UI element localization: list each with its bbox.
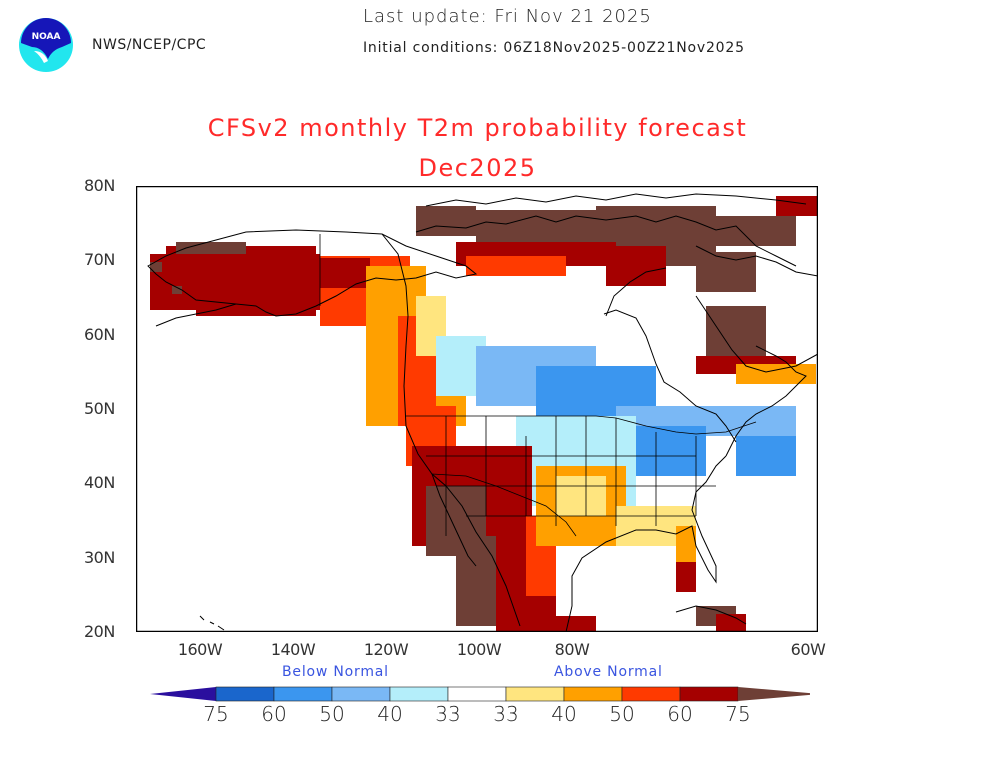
legend-below-normal-label: Below Normal <box>282 664 389 680</box>
shading-cell-above-60 <box>716 614 746 632</box>
shading-cell-above-75 <box>172 286 182 294</box>
coastline-cuba <box>675 605 747 625</box>
lon-label: 100W <box>456 640 502 659</box>
shading-cell-above-75 <box>150 262 162 272</box>
legend-arrow-above-75 <box>738 687 810 701</box>
probability-shading <box>150 196 818 632</box>
legend-swatch <box>505 686 565 702</box>
legend-swatch <box>389 686 449 702</box>
coastline-hudson-bay <box>603 309 737 443</box>
initial-conditions-text: Initial conditions: 06Z18Nov2025-00Z21No… <box>363 40 745 56</box>
legend-value-label: 33 <box>435 702 461 726</box>
legend-swatch <box>215 686 275 702</box>
coastline-greenland <box>695 245 818 277</box>
shading-cell-above-75 <box>696 252 756 292</box>
legend-value-label: 50 <box>609 702 635 726</box>
shading-cell-above-75 <box>706 306 766 356</box>
shading-cell-above-40 <box>676 526 696 566</box>
map-frame <box>136 186 818 632</box>
shading-cell-above-60 <box>776 196 818 216</box>
lon-label: 140W <box>270 640 316 659</box>
legend-value-label: 75 <box>203 702 229 726</box>
border-states-1 <box>445 416 697 536</box>
coastline-east-us <box>725 345 807 457</box>
shading-cell-below-50 <box>736 436 796 476</box>
coastline-hudson-bay-east <box>605 267 667 317</box>
noaa-logo: NOAA <box>18 17 74 73</box>
probability-map <box>136 186 818 632</box>
shading-cell-above-33 <box>556 476 606 516</box>
noaa-logo-icon: NOAA <box>19 18 73 72</box>
shading-cell-above-60 <box>556 616 596 632</box>
lat-label: 60N <box>84 325 115 344</box>
lat-label: 30N <box>84 548 115 567</box>
shading-cell-above-60 <box>606 246 666 286</box>
coastline-west-us <box>381 233 521 627</box>
legend-arrow-below-75 <box>150 687 216 701</box>
coastline-baja <box>431 473 477 567</box>
border-us-canada <box>406 415 757 435</box>
last-update-text: Last update: Fri Nov 21 2025 <box>363 6 652 27</box>
coastline-arctic-islands-2 <box>425 193 807 207</box>
shading-cell-above-75 <box>716 216 796 246</box>
shading-cell-above-60 <box>676 562 696 592</box>
shading-cell-above-75 <box>176 242 246 254</box>
legend-value-label: 40 <box>377 702 403 726</box>
lat-label: 40N <box>84 473 115 492</box>
legend-value-label: 60 <box>667 702 693 726</box>
chart-title: CFSv2 monthly T2m probability forecast <box>207 114 748 142</box>
shading-cell-above-50 <box>466 256 566 276</box>
coastline-labrador <box>695 295 818 373</box>
agency-label: NWS/NCEP/CPC <box>92 37 207 53</box>
legend-swatch <box>331 686 391 702</box>
political-borders <box>319 234 757 537</box>
lon-label: 60W <box>790 640 826 659</box>
legend-above-normal-label: Above Normal <box>554 664 663 680</box>
legend-swatch <box>563 686 623 702</box>
shading-cell-above-75 <box>416 206 476 236</box>
legend-value-label: 40 <box>551 702 577 726</box>
lat-label: 80N <box>84 176 115 195</box>
lat-label: 50N <box>84 399 115 418</box>
legend-value-label: 33 <box>493 702 519 726</box>
legend-swatch <box>679 686 739 702</box>
lon-label: 160W <box>177 640 223 659</box>
chart-subtitle-month: Dec2025 <box>418 154 537 182</box>
lat-label: 20N <box>84 622 115 641</box>
svg-text:NOAA: NOAA <box>32 32 61 42</box>
shading-cell-above-60 <box>320 258 370 288</box>
legend-swatch <box>621 686 681 702</box>
legend-swatch <box>447 686 507 702</box>
lon-label: 80W <box>554 640 590 659</box>
coastlines <box>147 193 818 632</box>
color-legend <box>150 686 810 702</box>
legend-value-label: 75 <box>725 702 751 726</box>
coastline-aleutians <box>155 303 237 327</box>
coastline-arctic-islands <box>415 215 797 267</box>
coastline-hawaii <box>199 615 225 631</box>
legend-value-label: 50 <box>319 702 345 726</box>
shading-cell-above-60 <box>156 276 216 296</box>
lon-label: 120W <box>363 640 409 659</box>
lat-label: 70N <box>84 250 115 269</box>
legend-swatch <box>273 686 333 702</box>
coastline-alaska <box>147 229 478 317</box>
legend-value-label: 60 <box>261 702 287 726</box>
border-states-2 <box>426 455 716 517</box>
